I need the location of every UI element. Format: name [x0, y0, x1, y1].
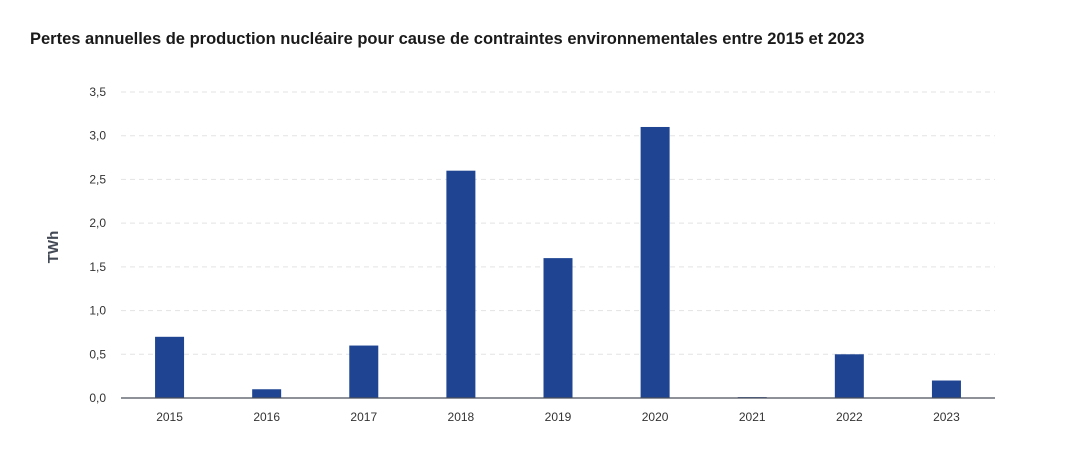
x-tick-label: 2023 [933, 410, 960, 424]
x-axis-ticks: 2015 2016 2017 2018 2019 2020 2021 2022 2023 [156, 410, 960, 424]
chart-title: Pertes annuelles de production nucléaire… [30, 30, 865, 48]
y-tick-label: 0,0 [89, 391, 106, 405]
x-tick-label: 2015 [156, 410, 183, 424]
x-tick-label: 2017 [350, 410, 377, 424]
y-tick-label: 2,5 [89, 172, 106, 186]
y-tick-label: 2,0 [89, 216, 106, 230]
bar-2022[interactable] [834, 354, 864, 398]
y-axis-title: TWh [45, 231, 62, 263]
bar-2018[interactable] [446, 170, 476, 398]
y-tick-label: 1,0 [89, 304, 106, 318]
bars [155, 126, 961, 398]
x-tick-label: 2016 [253, 410, 280, 424]
bar-2017[interactable] [349, 345, 379, 398]
x-tick-label: 2018 [448, 410, 475, 424]
x-tick-label: 2022 [836, 410, 863, 424]
bar-2020[interactable] [640, 126, 670, 398]
y-tick-label: 1,5 [89, 260, 106, 274]
y-tick-label: 3,0 [89, 129, 106, 143]
x-tick-label: 2021 [739, 410, 766, 424]
x-tick-label: 2020 [642, 410, 669, 424]
y-axis-ticks: 0,0 0,5 1,0 1,5 2,0 2,5 3,0 3,5 [89, 85, 106, 405]
bar-2019[interactable] [543, 258, 573, 398]
bar-2023[interactable] [931, 380, 961, 398]
y-tick-label: 3,5 [89, 85, 106, 99]
y-tick-label: 0,5 [89, 347, 106, 361]
bar-2016[interactable] [252, 389, 282, 398]
x-tick-label: 2019 [545, 410, 572, 424]
bar-2015[interactable] [155, 336, 185, 398]
